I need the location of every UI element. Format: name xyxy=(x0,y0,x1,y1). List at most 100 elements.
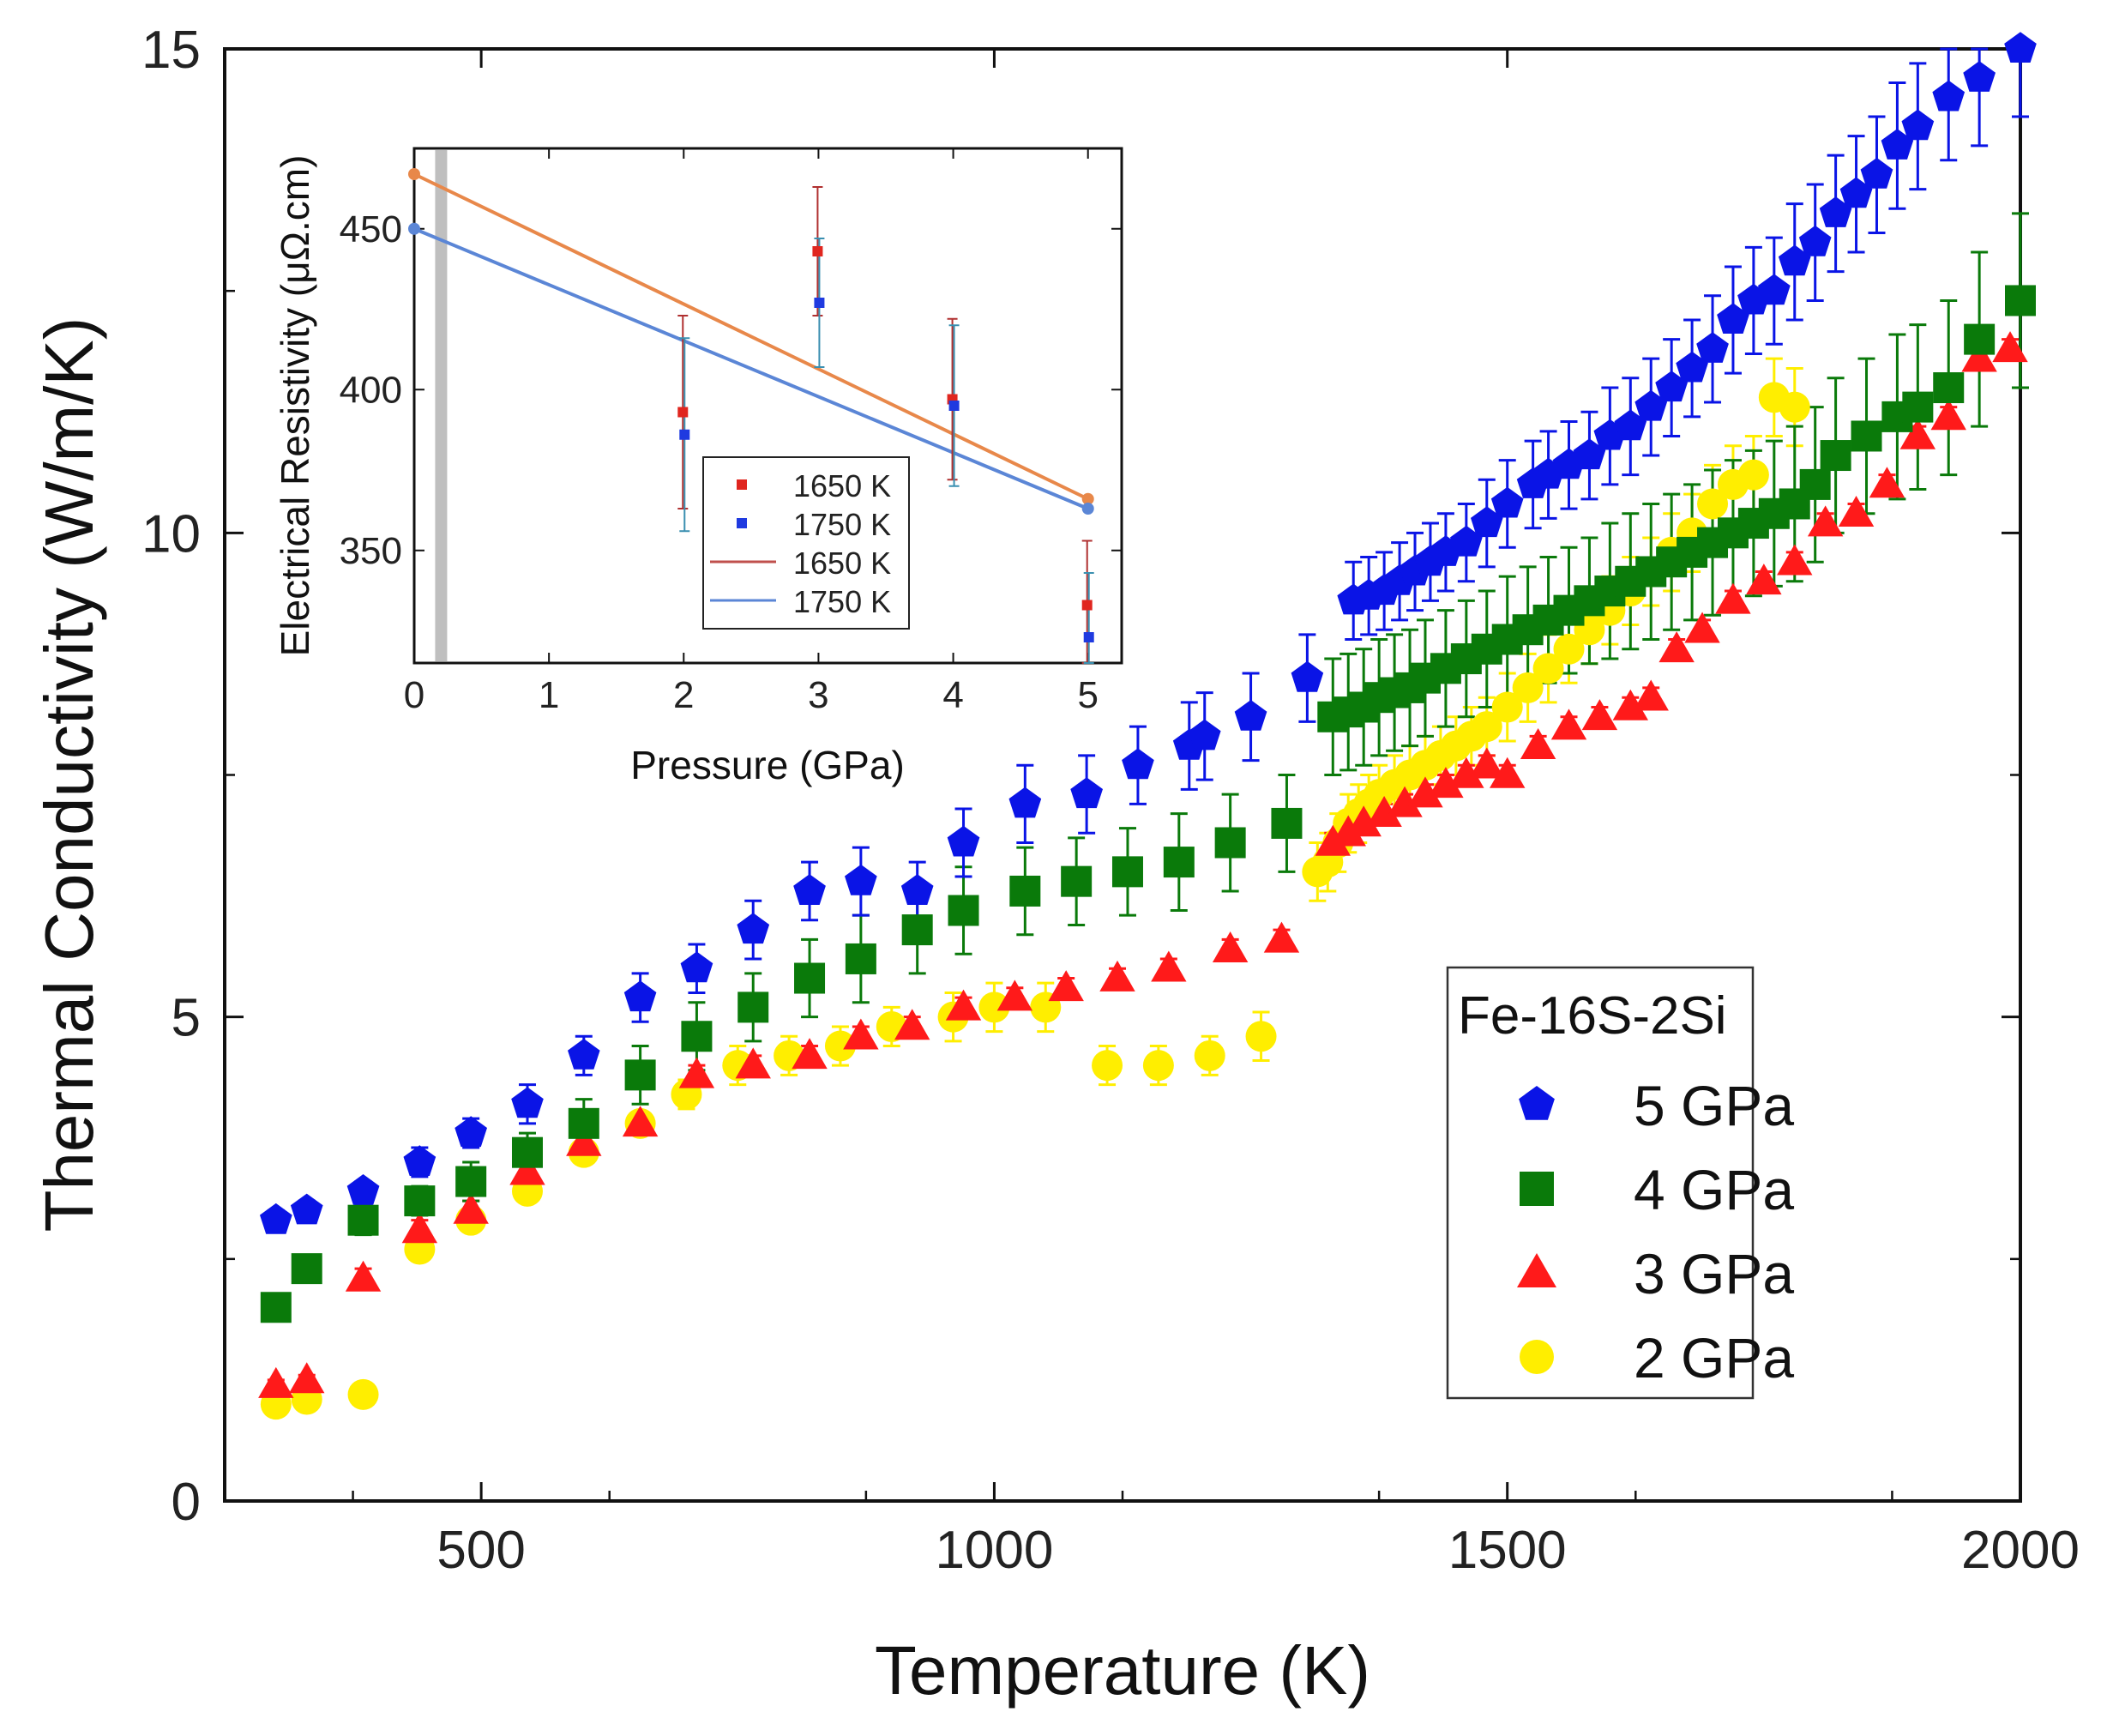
inset-legend-label-fit-1650k: 1650 K xyxy=(793,546,891,581)
inset-fit-1650-k-end xyxy=(1081,492,1094,505)
inset-highlight-band xyxy=(435,150,448,661)
legend-marker-5-gpa xyxy=(1519,1086,1555,1120)
data-point-3-gpa xyxy=(1048,970,1084,1002)
data-point-5-gpa xyxy=(1573,438,1606,470)
data-point-4-gpa xyxy=(901,914,933,946)
inset-legend-label-fit-1750k: 1750 K xyxy=(793,584,891,619)
data-point-3-gpa xyxy=(678,1057,715,1088)
data-point-5-gpa xyxy=(1758,274,1791,305)
data-point-3-gpa xyxy=(1930,399,1966,431)
legend-marker-3-gpa xyxy=(1517,1253,1556,1287)
data-point-3-gpa xyxy=(1366,795,1402,827)
data-point-4-gpa xyxy=(404,1185,436,1217)
data-point-5-gpa xyxy=(568,1039,600,1070)
data-point-3-gpa xyxy=(1899,418,1936,449)
data-point-3-gpa xyxy=(1581,699,1618,731)
main-x-tick-label: 500 xyxy=(436,1521,525,1580)
data-point-3-gpa xyxy=(1746,564,1782,595)
data-point-3-gpa xyxy=(1099,960,1135,992)
data-point-2-gpa xyxy=(1092,1050,1123,1082)
data-point-4-gpa xyxy=(681,1021,713,1052)
data-point-5-gpa xyxy=(1614,409,1647,441)
data-point-5-gpa xyxy=(1291,660,1324,692)
inset-fit-1750-k-end xyxy=(1081,503,1094,515)
main-x-tick-label: 2000 xyxy=(1961,1521,2080,1580)
data-point-3-gpa xyxy=(1212,931,1249,962)
data-point-4-gpa xyxy=(794,962,826,994)
legend-marker-4-gpa xyxy=(1520,1172,1554,1206)
data-point-2-gpa xyxy=(1737,459,1769,491)
data-point-3-gpa xyxy=(1961,341,1997,372)
data-point-4-gpa xyxy=(948,895,979,926)
inset-fit-1750-k-start xyxy=(408,222,420,235)
data-point-4-gpa xyxy=(624,1059,656,1091)
data-point-3-gpa xyxy=(1151,950,1187,982)
data-point-4-gpa xyxy=(1214,827,1246,859)
inset-data-point-1750-k xyxy=(679,429,690,440)
data-point-5-gpa xyxy=(1778,244,1811,276)
data-point-5-gpa xyxy=(1901,109,1935,141)
data-point-3-gpa xyxy=(1428,767,1464,799)
data-point-4-gpa xyxy=(1111,856,1143,888)
data-point-4-gpa xyxy=(347,1204,379,1236)
data-point-5-gpa xyxy=(623,980,657,1012)
inset-x-tick-label: 4 xyxy=(942,674,963,716)
data-point-3-gpa xyxy=(1659,631,1695,663)
data-point-3-gpa xyxy=(1490,756,1526,788)
data-point-3-gpa xyxy=(1992,331,2028,363)
legend-label-3-gpa: 3 GPa xyxy=(1634,1242,1794,1305)
data-point-3-gpa xyxy=(1448,756,1484,788)
inset-error-bar-1750-k xyxy=(1083,572,1094,664)
data-point-5-gpa xyxy=(947,825,980,857)
data-point-5-gpa xyxy=(1860,157,1893,189)
data-point-4-gpa xyxy=(1061,865,1093,897)
data-point-3-gpa xyxy=(945,989,982,1021)
data-point-5-gpa xyxy=(290,1193,323,1225)
data-point-5-gpa xyxy=(1881,129,1914,160)
legend-label-4-gpa: 4 GPa xyxy=(1634,1158,1794,1221)
data-point-4-gpa xyxy=(845,943,876,974)
legend-label-5-gpa: 5 GPa xyxy=(1634,1074,1794,1137)
inset-data-point-1650-k xyxy=(812,246,823,256)
data-point-5-gpa xyxy=(1839,177,1873,208)
data-point-2-gpa xyxy=(1553,633,1585,665)
data-point-5-gpa xyxy=(511,1087,544,1118)
data-point-5-gpa xyxy=(1798,225,1832,256)
inset-data-point-1750-k xyxy=(814,298,825,308)
main-legend: Fe-16S-2Si 5 GPa 4 GPa 3 GPa 2 GPa xyxy=(1446,966,1794,1400)
inset-legend-label-points-1650k: 1650 K xyxy=(793,468,891,503)
data-point-2-gpa xyxy=(1779,391,1810,423)
data-point-3-gpa xyxy=(792,1038,828,1070)
data-point-2-gpa xyxy=(1532,653,1564,684)
inset-fit-lines xyxy=(408,168,1094,515)
data-point-2-gpa xyxy=(1471,711,1502,743)
data-point-4-gpa xyxy=(2005,285,2036,316)
main-data-markers xyxy=(258,32,2037,1420)
data-point-4-gpa xyxy=(737,992,769,1023)
data-point-3-gpa xyxy=(345,1260,382,1292)
inset-legend-label-points-1750k: 1750 K xyxy=(793,507,891,542)
main-y-axis-title: Thermal Conductivity (W/m/K) xyxy=(31,317,107,1233)
data-point-3-gpa xyxy=(1869,467,1905,498)
data-point-2-gpa xyxy=(824,1030,856,1062)
data-point-4-gpa xyxy=(1163,847,1195,878)
data-point-3-gpa xyxy=(1407,776,1443,808)
inset-x-tick-label: 2 xyxy=(673,674,694,716)
data-point-3-gpa xyxy=(1520,727,1556,759)
main-legend-box xyxy=(1446,966,1755,1400)
data-point-5-gpa xyxy=(1008,787,1042,818)
data-point-5-gpa xyxy=(1450,525,1483,557)
data-point-4-gpa xyxy=(1009,875,1041,907)
data-point-5-gpa xyxy=(1655,371,1688,402)
data-point-3-gpa xyxy=(1715,582,1751,614)
inset-y-tick-label: 350 xyxy=(340,530,402,572)
data-point-5-gpa xyxy=(1717,303,1749,334)
inset-plot: 0 1 2 3 4 5 350 400 450 Pressure (GPa) Electrica… xyxy=(273,147,1123,787)
data-point-3-gpa xyxy=(401,1212,438,1244)
data-point-3-gpa xyxy=(735,1047,771,1079)
inset-data-point-1750-k xyxy=(1083,632,1094,642)
data-point-2-gpa xyxy=(1491,691,1523,723)
main-y-tick-label: 0 xyxy=(172,1473,201,1532)
